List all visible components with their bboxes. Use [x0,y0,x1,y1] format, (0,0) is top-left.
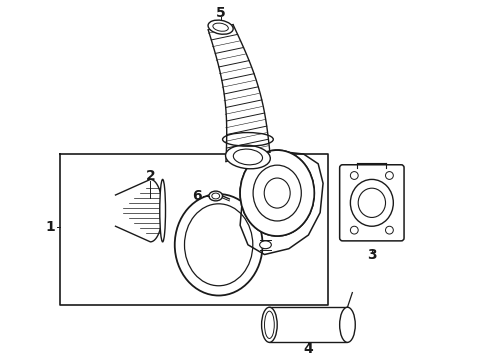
Ellipse shape [212,193,220,199]
Ellipse shape [240,150,314,236]
Ellipse shape [209,191,222,201]
Ellipse shape [264,178,290,208]
Ellipse shape [350,226,358,234]
Ellipse shape [225,145,270,169]
Ellipse shape [358,188,386,217]
Ellipse shape [260,241,271,249]
Ellipse shape [213,23,228,31]
Ellipse shape [265,311,274,338]
Bar [270,307,347,342]
Text: 3: 3 [367,248,377,261]
FancyBboxPatch shape [340,165,404,241]
Ellipse shape [350,172,358,179]
Ellipse shape [160,179,166,242]
Text: 2: 2 [146,170,155,184]
Ellipse shape [350,179,393,226]
Polygon shape [116,179,163,242]
Ellipse shape [253,165,301,221]
Ellipse shape [264,178,290,208]
Ellipse shape [386,226,393,234]
Ellipse shape [253,165,301,221]
Polygon shape [240,151,323,255]
Ellipse shape [262,307,277,342]
Ellipse shape [240,150,314,236]
Text: 1: 1 [45,220,55,234]
Ellipse shape [340,307,355,342]
Ellipse shape [175,194,263,296]
Ellipse shape [233,149,263,165]
Text: 6: 6 [193,189,202,203]
Text: 5: 5 [216,5,225,19]
Ellipse shape [185,204,253,286]
Ellipse shape [386,172,393,179]
Polygon shape [208,24,270,162]
Ellipse shape [208,20,233,34]
Text: 4: 4 [303,342,313,356]
